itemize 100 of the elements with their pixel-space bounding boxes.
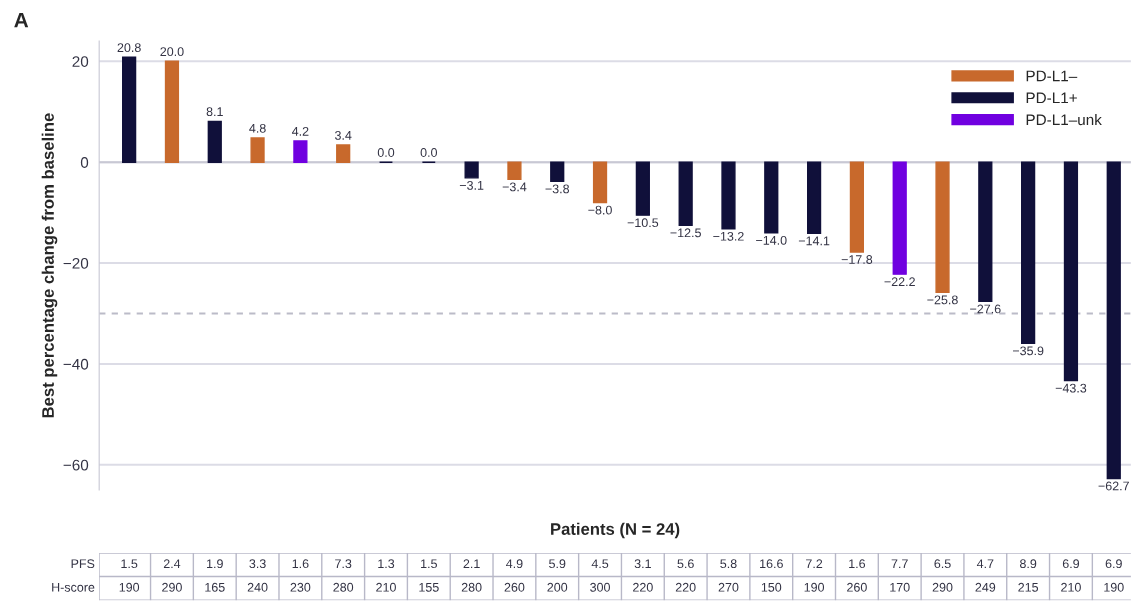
data-label: 3.4 (334, 130, 352, 140)
text: 4.7 (976, 559, 994, 568)
data-label: −3.1 (459, 180, 484, 190)
text: 7.7 (891, 559, 908, 568)
data-label: 20.0 (160, 47, 184, 57)
y-tick-label: −20 (63, 257, 89, 269)
text: 249 (975, 582, 996, 592)
bar (849, 161, 865, 253)
bar (550, 161, 565, 183)
text: 215 (1018, 582, 1039, 592)
bar (250, 137, 265, 163)
bar (293, 140, 308, 163)
text: 300 (590, 582, 610, 592)
data-label: 20.8 (117, 43, 141, 53)
text: 7.2 (806, 559, 823, 568)
text: 1.6 (292, 559, 309, 569)
data-label: −10.5 (627, 218, 659, 228)
bar (721, 161, 736, 230)
text: 6.9 (1062, 559, 1080, 569)
text: 200 (547, 582, 568, 592)
bar (892, 161, 907, 275)
data-label: −25.8 (927, 295, 958, 305)
y-tick-label: 20 (72, 56, 89, 67)
data-label: 4.8 (249, 123, 266, 133)
text: 7.3 (335, 559, 352, 569)
legend-label: PD-L1–unk (1026, 113, 1102, 126)
text: 4.5 (591, 559, 609, 569)
data-label: −8.0 (588, 205, 612, 215)
bar (935, 161, 950, 294)
text: 16.6 (760, 559, 783, 569)
text: 220 (675, 582, 696, 592)
bar (336, 144, 351, 163)
text: 190 (804, 582, 825, 592)
bar (122, 56, 137, 163)
data-label: 0.0 (377, 148, 395, 157)
bar (164, 60, 180, 163)
legend-label: PD-L1– (1026, 70, 1078, 82)
text: 1.5 (121, 559, 138, 569)
data-label: −3.4 (502, 182, 527, 192)
text: 230 (290, 582, 311, 592)
data-label: 8.1 (206, 107, 223, 117)
text: 8.9 (1019, 559, 1037, 569)
text: 240 (247, 582, 268, 592)
y-tick-label: 0 (80, 157, 89, 168)
data-label: −13.2 (713, 231, 744, 241)
text: 170 (890, 582, 910, 592)
bar (635, 161, 650, 216)
text: PFS (71, 559, 95, 569)
text: 190 (1104, 582, 1124, 592)
text: 1.6 (849, 559, 866, 569)
text: 5.9 (549, 559, 566, 569)
text: 155 (419, 583, 439, 592)
text: 260 (504, 582, 525, 592)
data-label: −12.5 (670, 228, 701, 238)
data-label: −22.2 (884, 277, 915, 287)
text: 165 (205, 582, 225, 592)
y-tick-label: −40 (63, 358, 89, 370)
data-label: −14.0 (756, 235, 787, 245)
text: 290 (162, 582, 182, 592)
data-label: −17.8 (841, 255, 873, 264)
text: 5.8 (720, 559, 737, 569)
bar (1063, 161, 1079, 382)
x-axis-title: Patients (N = 24) (551, 522, 680, 539)
bar (678, 161, 693, 226)
bar (507, 161, 522, 181)
text: 280 (461, 582, 482, 592)
chart-title: A (14, 12, 29, 28)
text: 190 (119, 582, 140, 592)
text: 210 (376, 582, 396, 592)
bar (1021, 161, 1036, 344)
y-axis-title: Best percentage change from baseline (41, 113, 58, 418)
bar (464, 161, 479, 179)
text: 1.3 (378, 559, 395, 569)
text: 2.1 (463, 559, 480, 568)
text: 6.9 (1105, 559, 1122, 569)
text: 3.1 (634, 559, 651, 569)
data-label: 0.0 (420, 148, 438, 157)
text: 270 (718, 582, 739, 592)
text: 6.5 (934, 559, 951, 569)
text: 4.9 (506, 559, 523, 569)
bar (764, 161, 779, 234)
data-label: −14.1 (798, 236, 830, 246)
bar (1106, 161, 1121, 480)
text: 150 (761, 582, 782, 592)
bar (207, 120, 222, 163)
text: 260 (847, 582, 867, 592)
data-label: −3.8 (545, 184, 570, 194)
data-label: −35.9 (1012, 346, 1044, 356)
text: 220 (633, 582, 653, 592)
bar (806, 161, 822, 235)
bar (978, 161, 993, 303)
text: 1.9 (207, 559, 223, 569)
y-tick-label: −60 (63, 459, 89, 471)
text: 3.3 (249, 559, 266, 569)
text: 290 (932, 582, 953, 592)
text: H-score (52, 583, 95, 592)
text: 2.4 (163, 559, 181, 568)
legend-label: PD-L1+ (1026, 92, 1077, 104)
data-label: −43.3 (1055, 383, 1087, 393)
data-label: 4.2 (291, 126, 309, 136)
